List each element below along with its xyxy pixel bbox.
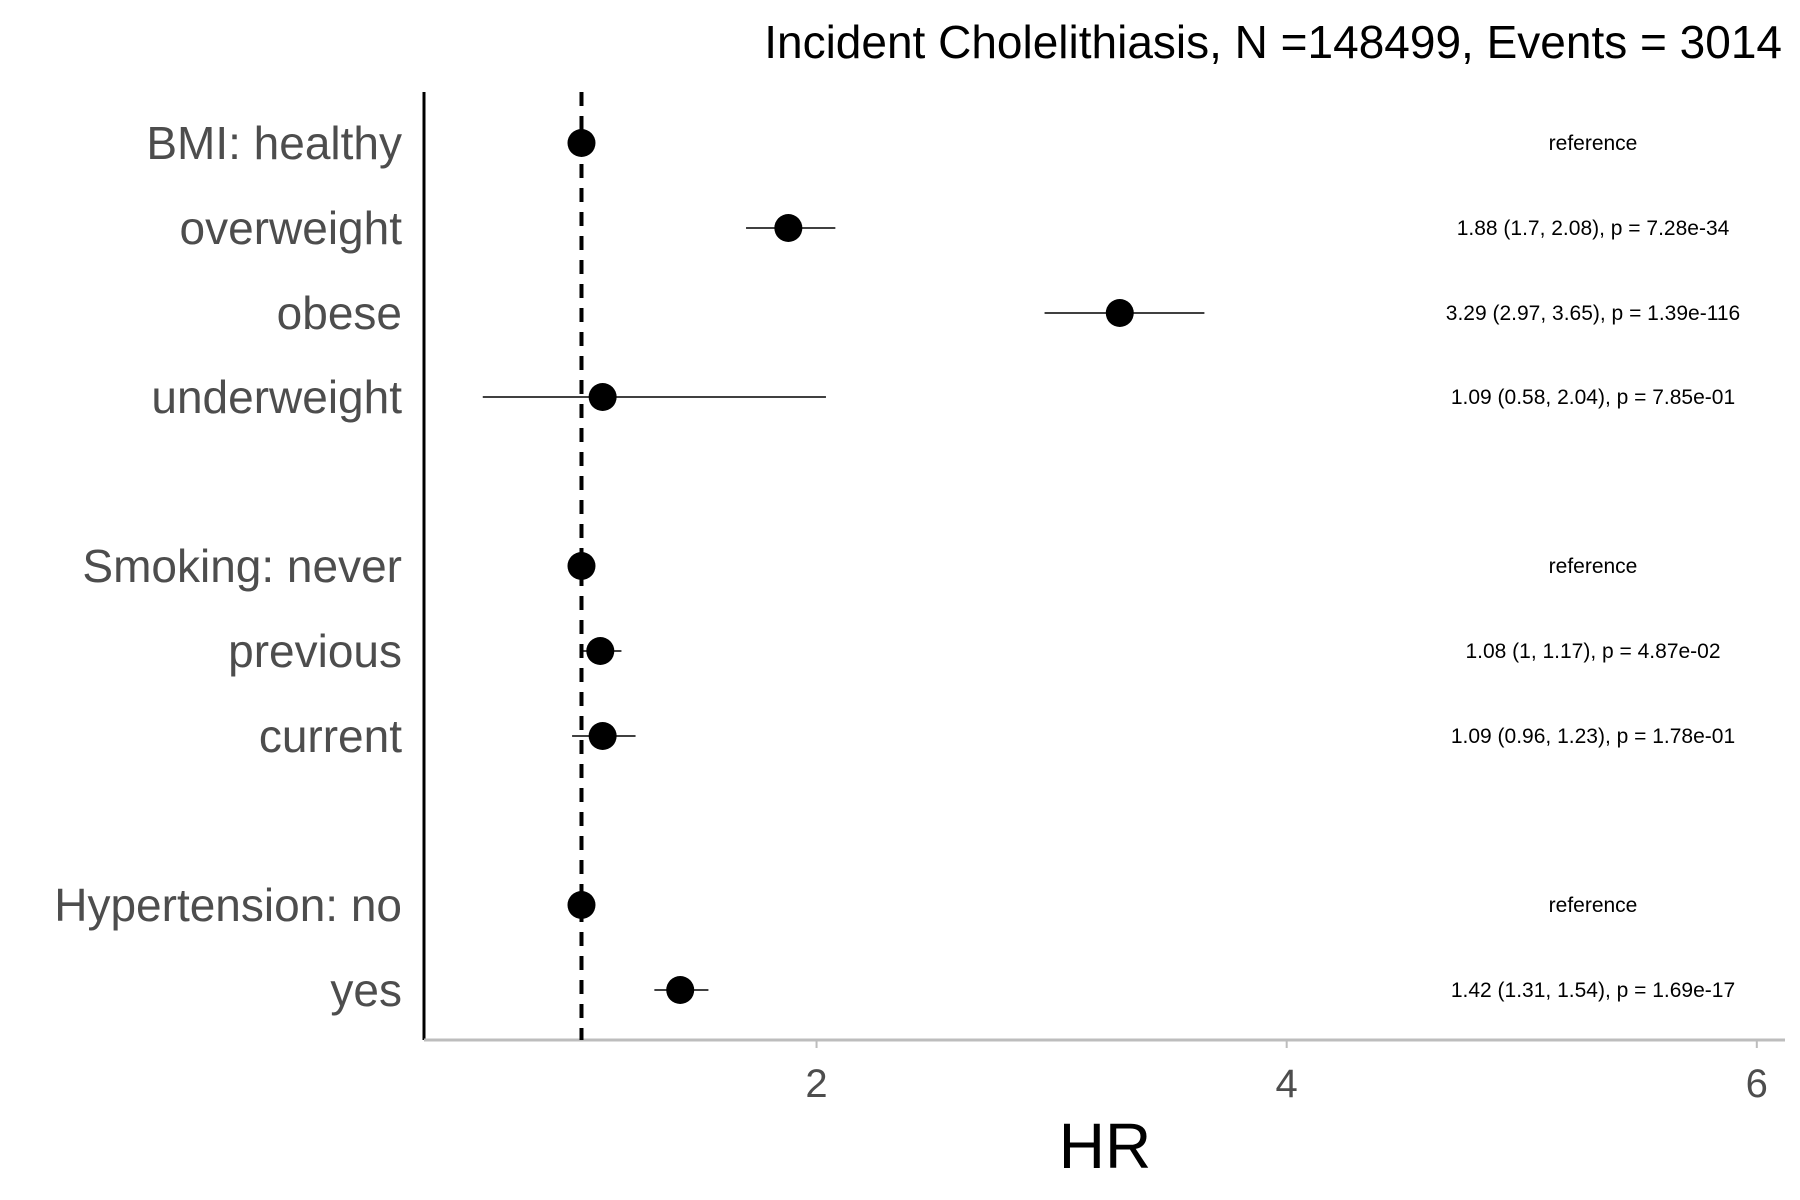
hr-point <box>666 976 695 1004</box>
x-axis-label: HR <box>1059 1110 1151 1182</box>
row-label: underweight <box>151 371 402 423</box>
chart-title: Incident Cholelithiasis, N =148499, Even… <box>764 16 1782 68</box>
forest-row: overweight 1.88 (1.7, 2.08), p = 7.28e-34 <box>180 202 1730 254</box>
row-annotation: reference <box>1549 555 1638 578</box>
forest-row: Smoking: never reference <box>82 540 1637 592</box>
row-annotation: 1.09 (0.96, 1.23), p = 1.78e-01 <box>1451 725 1735 748</box>
hr-point <box>567 129 596 157</box>
row-annotation: reference <box>1549 894 1638 917</box>
row-label: previous <box>228 625 402 677</box>
row-label: Smoking: never <box>82 540 402 592</box>
row-annotation: 1.08 (1, 1.17), p = 4.87e-02 <box>1465 640 1720 663</box>
x-tick-label: 6 <box>1746 1062 1768 1106</box>
row-label: current <box>259 710 402 762</box>
forest-row: current 1.09 (0.96, 1.23), p = 1.78e-01 <box>259 710 1735 762</box>
row-label: BMI: healthy <box>146 117 402 169</box>
row-annotation: reference <box>1549 132 1638 155</box>
forest-row: previous 1.08 (1, 1.17), p = 4.87e-02 <box>228 625 1720 677</box>
row-annotation: 1.09 (0.58, 2.04), p = 7.85e-01 <box>1451 386 1735 409</box>
row-label: overweight <box>180 202 403 254</box>
forest-row: yes 1.42 (1.31, 1.54), p = 1.69e-17 <box>330 964 1735 1016</box>
hr-point <box>567 891 596 919</box>
hr-point <box>1105 299 1134 327</box>
row-label: obese <box>277 287 402 339</box>
forest-row: BMI: healthy reference <box>146 117 1637 169</box>
hr-point <box>588 383 617 411</box>
row-annotation: 1.42 (1.31, 1.54), p = 1.69e-17 <box>1451 979 1735 1002</box>
forest-row: obese 3.29 (2.97, 3.65), p = 1.39e-116 <box>277 287 1741 339</box>
row-annotation: 3.29 (2.97, 3.65), p = 1.39e-116 <box>1446 302 1740 325</box>
row-label: yes <box>330 964 402 1016</box>
row-annotation: 1.88 (1.7, 2.08), p = 7.28e-34 <box>1457 217 1730 240</box>
row-label: Hypertension: no <box>54 879 402 931</box>
forest-row: underweight 1.09 (0.58, 2.04), p = 7.85e-… <box>151 371 1735 423</box>
hr-point <box>586 637 615 665</box>
hr-point <box>588 722 617 750</box>
forest-row: Hypertension: no reference <box>54 879 1637 931</box>
hr-point <box>567 552 596 580</box>
hr-point <box>774 214 803 242</box>
x-tick-label: 4 <box>1276 1062 1298 1106</box>
x-tick-label: 2 <box>805 1062 827 1106</box>
